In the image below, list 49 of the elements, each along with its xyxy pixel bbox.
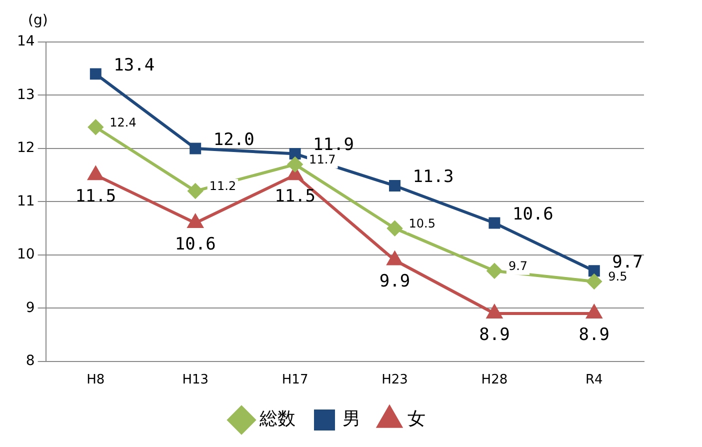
y-axis-title: (g): [28, 12, 48, 29]
data-label: 10.6: [174, 234, 216, 254]
point: [190, 142, 202, 154]
y-tick-label: 9: [26, 300, 35, 316]
data-label: 11.5: [274, 186, 316, 207]
data-label: 9.5: [608, 270, 628, 284]
point: [586, 274, 602, 290]
point: [588, 265, 600, 277]
data-label: 12.0: [213, 130, 254, 150]
data-label: 10.6: [512, 204, 554, 224]
point: [486, 263, 502, 278]
y-tick-label: 14: [16, 34, 35, 50]
point: [389, 180, 400, 192]
y-tick-label: 12: [16, 140, 35, 156]
data-label: 13.4: [114, 55, 155, 76]
x-tick-label: H17: [282, 372, 308, 388]
point: [288, 156, 303, 172]
data-label: 9.7: [508, 259, 528, 274]
y-tick-label: 10: [16, 246, 35, 263]
point: [387, 252, 402, 266]
legend-label: 総数: [258, 408, 296, 430]
x-tick-label: H13: [182, 372, 209, 388]
data-label: 8.9: [578, 324, 610, 345]
data-label: 8.9: [479, 324, 510, 345]
x-tick-label: H8: [86, 372, 105, 388]
data-label: 11.3: [412, 167, 454, 188]
y-tick-label: 11: [16, 193, 35, 210]
point: [88, 166, 104, 180]
point: [488, 217, 500, 229]
data-label: 11.2: [209, 179, 236, 194]
legend-label: 男: [342, 408, 360, 430]
point: [289, 148, 301, 160]
x-tick-label: R4: [585, 372, 603, 388]
x-tick-label: H23: [382, 372, 408, 388]
point: [387, 220, 402, 236]
data-label: 11.7: [309, 152, 336, 167]
y-tick-label: 8: [26, 353, 35, 370]
y-tick-label: 13: [16, 86, 35, 103]
point: [188, 184, 203, 199]
point: [88, 120, 104, 135]
x-tick-label: H28: [481, 372, 508, 388]
data-label: 9.9: [379, 272, 410, 292]
data-label: 10.5: [408, 216, 436, 230]
point: [90, 68, 102, 80]
data-label: 9.7: [612, 252, 643, 272]
legend-label: 女: [408, 408, 426, 430]
data-label: 12.4: [110, 115, 136, 130]
data-label: 11.9: [313, 135, 354, 156]
data-label: 11.5: [75, 186, 116, 207]
